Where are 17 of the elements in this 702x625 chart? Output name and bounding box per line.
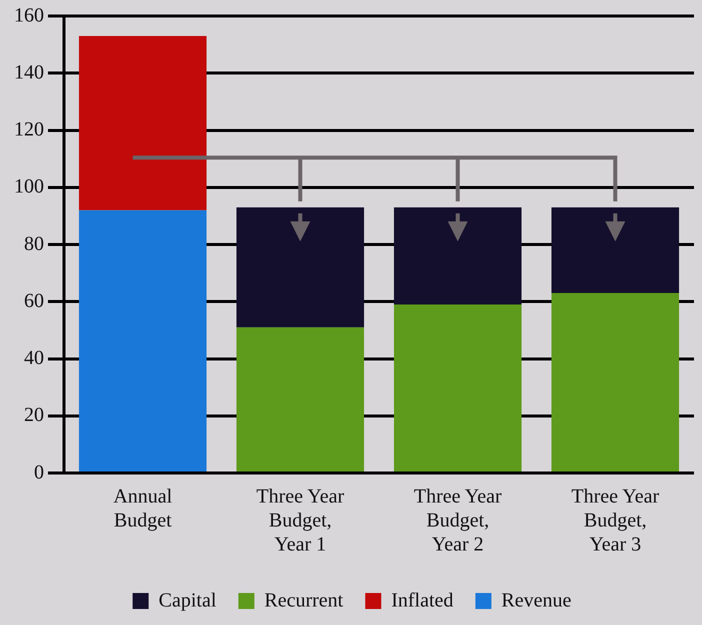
x-tick-label: Annual Budget xyxy=(113,485,173,532)
legend-label: Recurrent xyxy=(264,589,344,612)
y-tick-label: 100 xyxy=(14,176,44,198)
y-tick-label: 60 xyxy=(24,290,44,312)
y-tick-label: 40 xyxy=(24,347,44,369)
y-tick-label: 0 xyxy=(34,461,44,484)
x-tick-label: Three Year Budget, Year 1 xyxy=(256,485,344,556)
y-tick-label: 160 xyxy=(14,4,44,26)
y-tick-label: 20 xyxy=(24,404,44,426)
y-tick-label: 120 xyxy=(14,118,44,140)
x-tick-label: Three Year Budget, Year 3 xyxy=(571,485,660,556)
x-tick-label: Three Year Budget, Year 2 xyxy=(414,485,502,556)
legend-label: Capital xyxy=(158,589,217,612)
y-tick-label: 140 xyxy=(14,61,44,84)
legend-label: Revenue xyxy=(501,589,572,612)
y-tick-label: 80 xyxy=(24,232,44,255)
legend-label: Inflated xyxy=(391,589,454,612)
